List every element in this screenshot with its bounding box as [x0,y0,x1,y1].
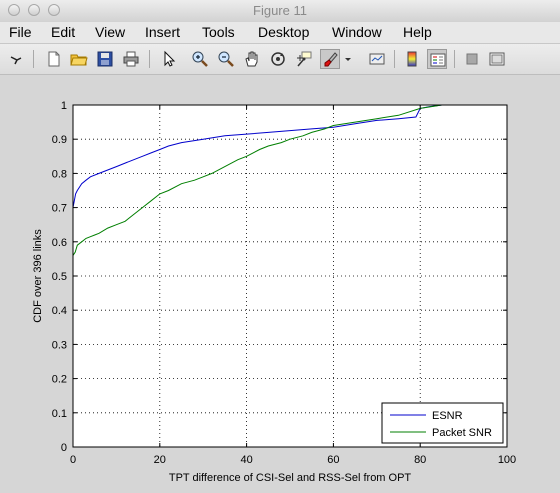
menu-help[interactable]: Help [403,24,432,40]
y-tick-label: 0.6 [52,237,67,249]
menu-insert[interactable]: Insert [145,24,181,40]
y-tick-label: 0.9 [52,134,67,146]
print-icon[interactable] [121,49,141,69]
rotate-3d-icon[interactable] [268,49,288,69]
y-tick-label: 1 [61,100,67,112]
zoom-out-icon[interactable] [216,49,236,69]
y-tick-label: 0.8 [52,168,67,180]
data-cursor-icon[interactable] [294,49,314,69]
cdf-chart: 0 20 40 60 80 100 0 0.1 0.2 0.3 0.4 0.5 0.6 0.7 0.8 0.9… [32,100,516,484]
colorbar-icon[interactable] [402,49,422,69]
menu-edit[interactable]: Edit [51,24,76,40]
open-file-icon[interactable] [69,49,89,69]
window-title: Figure 11 [253,3,307,18]
hide-plot-tools-icon[interactable] [462,49,482,69]
y-tick-label: 0.4 [52,305,67,317]
pan-icon[interactable] [242,49,262,69]
menu-window[interactable]: Window [332,24,382,40]
new-figure-icon[interactable] [44,49,64,69]
y-tick-label: 0.1 [52,408,67,420]
y-tick-label: 0.2 [52,374,67,386]
select-arrow-icon[interactable] [159,49,179,69]
y-tick-label: 0.7 [52,203,67,215]
zoom-window-button[interactable] [48,4,60,16]
x-tick-label: 20 [154,454,166,466]
title-bar: Figure 11 [0,0,560,23]
legend-label: ESNR [432,410,463,422]
x-tick-label: 40 [240,454,252,466]
y-tick-label: 0.3 [52,339,67,351]
menu-view[interactable]: View [95,24,126,40]
x-tick-label: 60 [327,454,339,466]
brush-icon[interactable] [320,49,340,69]
y-tick-label: 0 [61,442,67,454]
figure-canvas: 0 20 40 60 80 100 0 0.1 0.2 0.3 0.4 0.5 0.6 0.7 0.8 0.9… [0,75,560,493]
x-tick-label: 80 [414,454,426,466]
show-plot-tools-icon[interactable] [487,49,507,69]
close-window-button[interactable] [8,4,20,16]
toolbar-separator [33,50,34,68]
zoom-in-icon[interactable] [190,49,210,69]
series-line-packet-snr [72,104,507,447]
y-tick-label: 0.5 [52,271,67,283]
menu-bar: File Edit View Insert Tools Desktop Wind… [0,22,560,44]
brush-dropdown-icon[interactable] [342,49,354,69]
x-axis-label: TPT difference of CSI-Sel and RSS-Sel fr… [169,472,412,484]
toolbar-separator [149,50,150,68]
legend-label: Packet SNR [432,427,492,439]
series-line-esnr [72,104,507,447]
x-tick-label: 100 [498,454,516,466]
menu-desktop[interactable]: Desktop [258,24,310,40]
x-tick-label: 0 [70,454,76,466]
y-axis-label: CDF over 396 links [32,229,44,323]
toolbar-separator [394,50,395,68]
legend-box[interactable] [381,402,504,444]
minimize-window-button[interactable] [28,4,40,16]
arrow-icon[interactable] [6,49,26,69]
toolbar-separator [454,50,455,68]
save-icon[interactable] [95,49,115,69]
menu-file[interactable]: File [9,24,32,40]
menu-tools[interactable]: Tools [202,24,235,40]
link-plot-icon[interactable] [367,49,387,69]
legend-icon[interactable] [427,49,447,69]
toolbar [0,44,560,75]
